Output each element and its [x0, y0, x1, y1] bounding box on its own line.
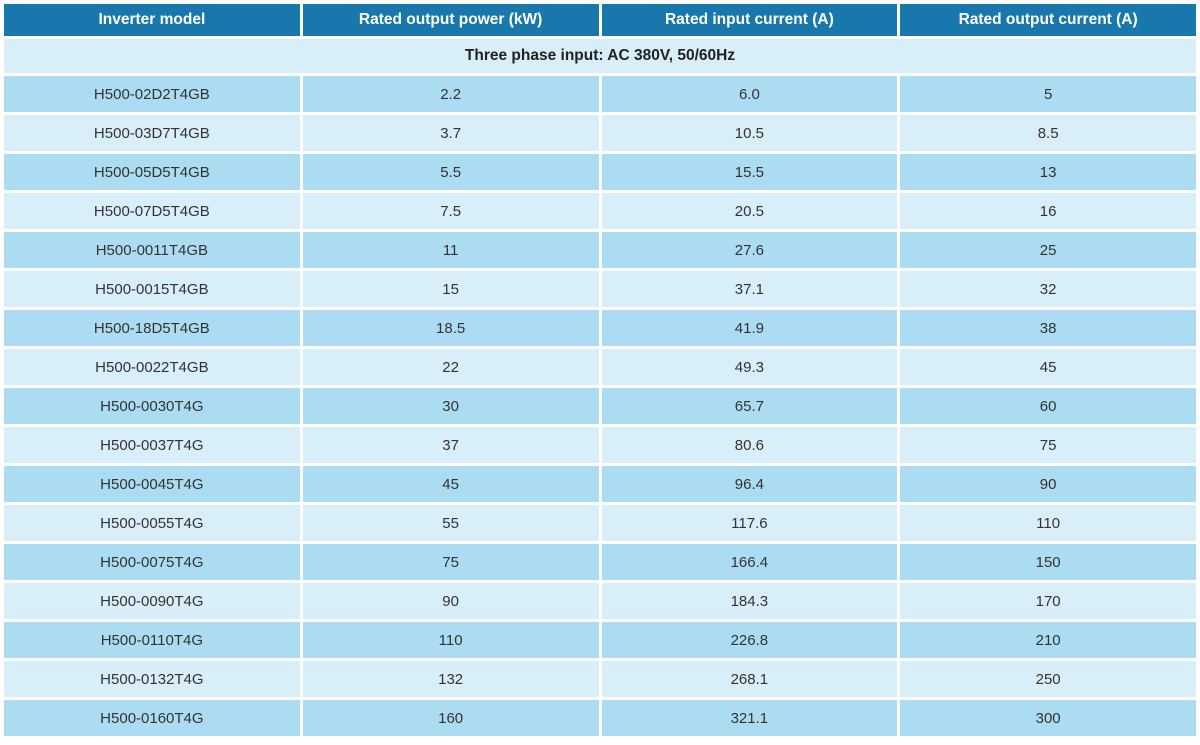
- cell-inverter-model: H500-0160T4G: [4, 700, 300, 736]
- table-row: H500-0037T4G 37 80.6 75: [4, 427, 1196, 463]
- table-row: H500-0045T4G 45 96.4 90: [4, 466, 1196, 502]
- cell-rated-output-power: 30: [302, 388, 599, 424]
- cell-rated-input-current: 166.4: [601, 544, 898, 580]
- cell-rated-output-power: 160: [302, 700, 599, 736]
- table-row: H500-0011T4GB 11 27.6 25: [4, 232, 1196, 268]
- cell-inverter-model: H500-0110T4G: [4, 622, 300, 658]
- table-row: H500-03D7T4GB 3.7 10.5 8.5: [4, 115, 1196, 151]
- table-row: H500-02D2T4GB 2.2 6.0 5: [4, 76, 1196, 112]
- cell-rated-input-current: 80.6: [601, 427, 898, 463]
- subheader-three-phase-input: Three phase input: AC 380V, 50/60Hz: [4, 39, 1196, 73]
- cell-rated-output-power: 5.5: [302, 154, 599, 190]
- cell-rated-input-current: 10.5: [601, 115, 898, 151]
- cell-rated-output-current: 110: [900, 505, 1196, 541]
- cell-inverter-model: H500-0030T4G: [4, 388, 300, 424]
- table-row: H500-0030T4G 30 65.7 60: [4, 388, 1196, 424]
- cell-rated-output-power: 2.2: [302, 76, 599, 112]
- cell-rated-input-current: 226.8: [601, 622, 898, 658]
- cell-rated-output-current: 45: [900, 349, 1196, 385]
- column-header-inverter-model: Inverter model: [4, 4, 300, 36]
- cell-rated-output-power: 18.5: [302, 310, 599, 346]
- cell-rated-output-power: 55: [302, 505, 599, 541]
- cell-rated-output-current: 60: [900, 388, 1196, 424]
- cell-inverter-model: H500-0045T4G: [4, 466, 300, 502]
- cell-rated-output-power: 3.7: [302, 115, 599, 151]
- cell-rated-output-power: 90: [302, 583, 599, 619]
- column-header-rated-output-power: Rated output power (kW): [302, 4, 599, 36]
- cell-rated-output-power: 110: [302, 622, 599, 658]
- cell-rated-output-power: 11: [302, 232, 599, 268]
- cell-rated-output-current: 150: [900, 544, 1196, 580]
- cell-rated-output-current: 210: [900, 622, 1196, 658]
- cell-rated-output-current: 25: [900, 232, 1196, 268]
- cell-inverter-model: H500-05D5T4GB: [4, 154, 300, 190]
- cell-rated-output-power: 22: [302, 349, 599, 385]
- cell-inverter-model: H500-03D7T4GB: [4, 115, 300, 151]
- table-header: Inverter model Rated output power (kW) R…: [4, 4, 1196, 73]
- cell-rated-input-current: 27.6: [601, 232, 898, 268]
- table-row: H500-0132T4G 132 268.1 250: [4, 661, 1196, 697]
- table-row: H500-05D5T4GB 5.5 15.5 13: [4, 154, 1196, 190]
- cell-rated-output-current: 5: [900, 76, 1196, 112]
- header-row: Inverter model Rated output power (kW) R…: [4, 4, 1196, 36]
- table-row: H500-0160T4G 160 321.1 300: [4, 700, 1196, 736]
- cell-rated-input-current: 184.3: [601, 583, 898, 619]
- cell-rated-output-current: 90: [900, 466, 1196, 502]
- cell-inverter-model: H500-0132T4G: [4, 661, 300, 697]
- cell-inverter-model: H500-0015T4GB: [4, 271, 300, 307]
- table-row: H500-0055T4G 55 117.6 110: [4, 505, 1196, 541]
- cell-rated-output-current: 170: [900, 583, 1196, 619]
- cell-rated-output-current: 8.5: [900, 115, 1196, 151]
- subheader-row: Three phase input: AC 380V, 50/60Hz: [4, 39, 1196, 73]
- cell-rated-input-current: 41.9: [601, 310, 898, 346]
- cell-inverter-model: H500-07D5T4GB: [4, 193, 300, 229]
- cell-inverter-model: H500-0090T4G: [4, 583, 300, 619]
- cell-inverter-model: H500-0037T4G: [4, 427, 300, 463]
- column-header-rated-output-current: Rated output current (A): [900, 4, 1196, 36]
- cell-rated-output-current: 38: [900, 310, 1196, 346]
- cell-rated-input-current: 65.7: [601, 388, 898, 424]
- table-row: H500-0075T4G 75 166.4 150: [4, 544, 1196, 580]
- cell-rated-input-current: 49.3: [601, 349, 898, 385]
- table-row: H500-18D5T4GB 18.5 41.9 38: [4, 310, 1196, 346]
- cell-inverter-model: H500-0055T4G: [4, 505, 300, 541]
- table-row: H500-0015T4GB 15 37.1 32: [4, 271, 1196, 307]
- cell-rated-input-current: 6.0: [601, 76, 898, 112]
- cell-rated-output-current: 13: [900, 154, 1196, 190]
- table-row: H500-0110T4G 110 226.8 210: [4, 622, 1196, 658]
- cell-inverter-model: H500-0075T4G: [4, 544, 300, 580]
- cell-rated-input-current: 117.6: [601, 505, 898, 541]
- cell-rated-input-current: 20.5: [601, 193, 898, 229]
- cell-rated-input-current: 268.1: [601, 661, 898, 697]
- cell-rated-output-power: 45: [302, 466, 599, 502]
- table-row: H500-0022T4GB 22 49.3 45: [4, 349, 1196, 385]
- table-row: H500-07D5T4GB 7.5 20.5 16: [4, 193, 1196, 229]
- cell-rated-output-current: 16: [900, 193, 1196, 229]
- cell-rated-output-power: 15: [302, 271, 599, 307]
- table-body: H500-02D2T4GB 2.2 6.0 5 H500-03D7T4GB 3.7 10.5…: [4, 76, 1196, 736]
- cell-rated-input-current: 321.1: [601, 700, 898, 736]
- cell-rated-output-current: 300: [900, 700, 1196, 736]
- cell-rated-output-power: 75: [302, 544, 599, 580]
- cell-rated-output-power: 7.5: [302, 193, 599, 229]
- cell-inverter-model: H500-18D5T4GB: [4, 310, 300, 346]
- cell-inverter-model: H500-02D2T4GB: [4, 76, 300, 112]
- cell-rated-output-current: 32: [900, 271, 1196, 307]
- cell-rated-output-current: 75: [900, 427, 1196, 463]
- table-row: H500-0090T4G 90 184.3 170: [4, 583, 1196, 619]
- cell-rated-input-current: 96.4: [601, 466, 898, 502]
- cell-rated-output-current: 250: [900, 661, 1196, 697]
- column-header-rated-input-current: Rated input current (A): [601, 4, 898, 36]
- cell-inverter-model: H500-0011T4GB: [4, 232, 300, 268]
- cell-rated-output-power: 132: [302, 661, 599, 697]
- cell-rated-input-current: 15.5: [601, 154, 898, 190]
- cell-inverter-model: H500-0022T4GB: [4, 349, 300, 385]
- cell-rated-input-current: 37.1: [601, 271, 898, 307]
- cell-rated-output-power: 37: [302, 427, 599, 463]
